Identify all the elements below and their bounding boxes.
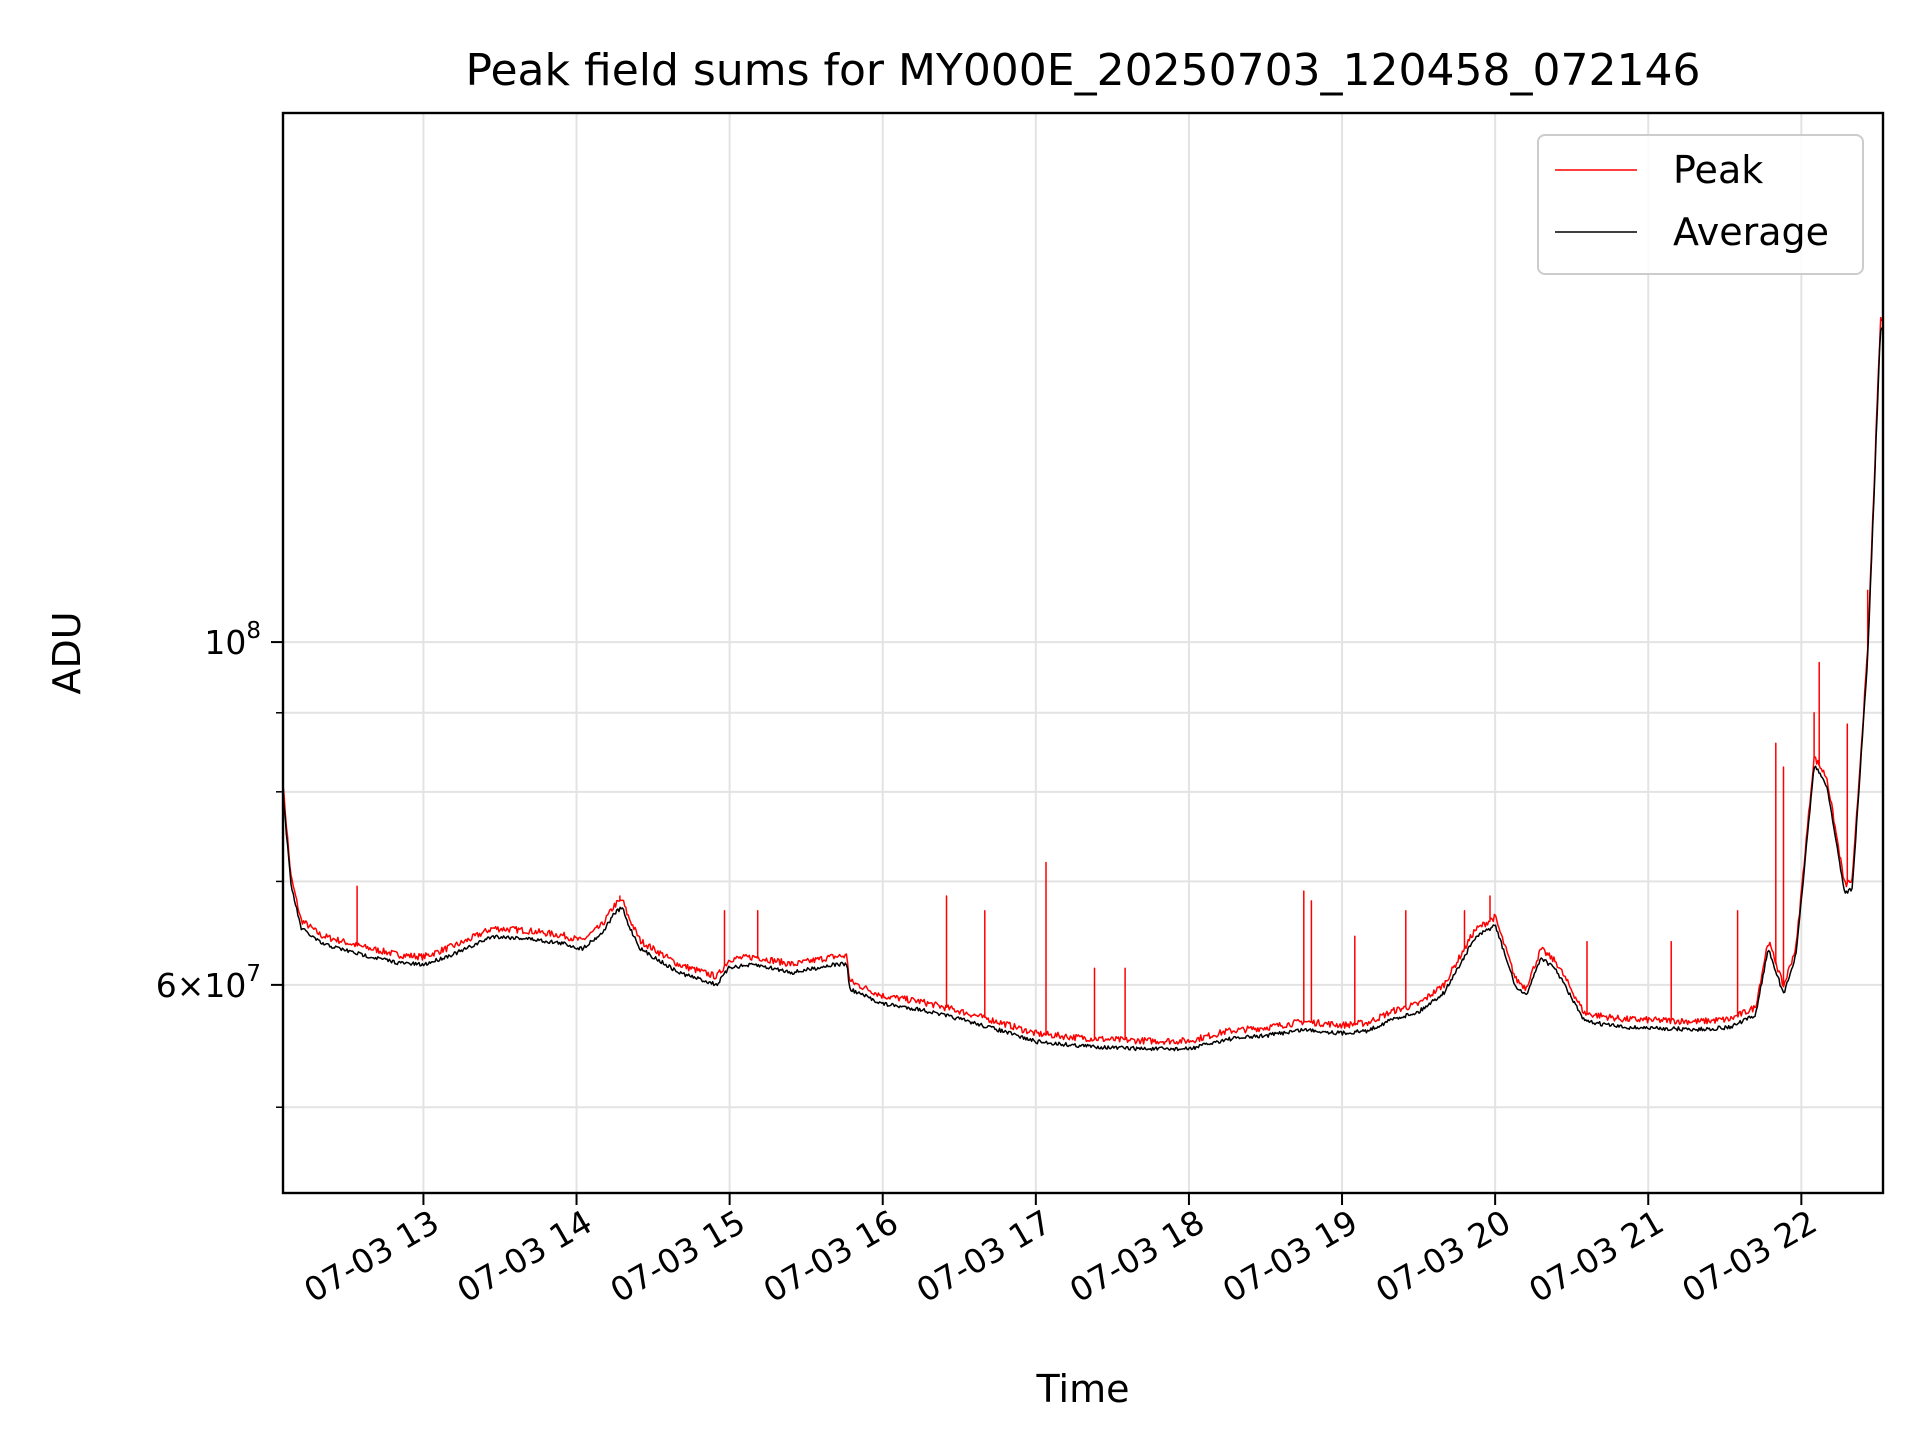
grid [283, 113, 1883, 1193]
legend: Peak Average [1537, 134, 1864, 275]
legend-label-peak: Peak [1673, 148, 1763, 192]
series-line-peak [282, 316, 1883, 1045]
y-tick-base: 6×10 [156, 966, 247, 1005]
y-tick-base: 10 [204, 623, 246, 662]
plot-frame [281, 111, 1885, 1195]
y-tick-label: 6×107 [156, 961, 261, 1005]
y-tick-label: 108 [204, 618, 261, 662]
series-line-average [282, 327, 1883, 1052]
y-tick-exponent: 7 [246, 961, 261, 987]
y-tick-exponent: 8 [246, 618, 261, 644]
series-layer [282, 316, 1883, 1052]
legend-label-average: Average [1673, 210, 1829, 254]
chart-title: Peak field sums for MY000E_20250703_1204… [466, 45, 1701, 96]
x-axis-label: Time [1036, 1367, 1130, 1411]
y-axis-label: ADU [45, 611, 89, 694]
